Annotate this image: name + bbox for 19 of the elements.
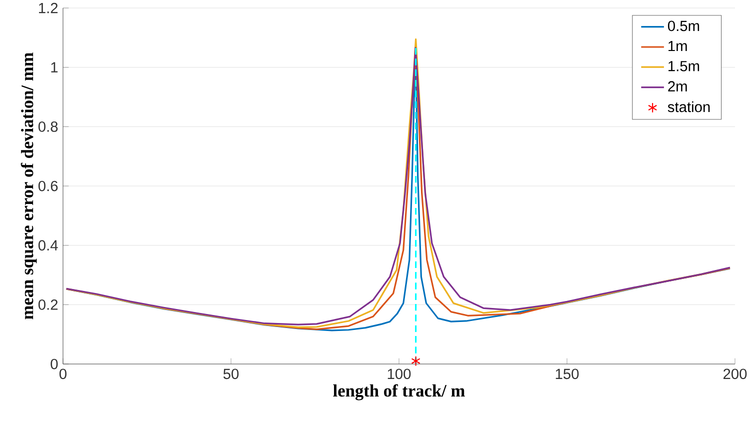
y-tick-label: 0 [50,358,58,370]
legend-label: 0.5m [668,20,700,32]
x-axis-title: length of track/ m [333,384,465,400]
x-tick-label: 150 [556,368,579,380]
y-tick-label: 0.4 [38,240,58,251]
legend-label: 1m [668,40,687,52]
y-tick-label: 1 [51,62,58,72]
x-tick-label: 0 [59,368,66,380]
y-tick-label: 1.2 [39,2,58,14]
x-tick-label: 100 [388,368,411,380]
y-tick-label: 0.2 [38,299,58,310]
y-tick-label: 0.8 [38,121,58,132]
legend-label: station [668,101,710,112]
y-tick-label: 0.6 [38,180,58,192]
legend-label: 1.5m [668,61,700,72]
y-axis-title: mean square error of deviation/ mm [20,52,37,320]
x-tick-label: 200 [723,368,747,380]
x-tick-label: 50 [223,368,239,380]
legend-label: 2m [668,81,687,92]
